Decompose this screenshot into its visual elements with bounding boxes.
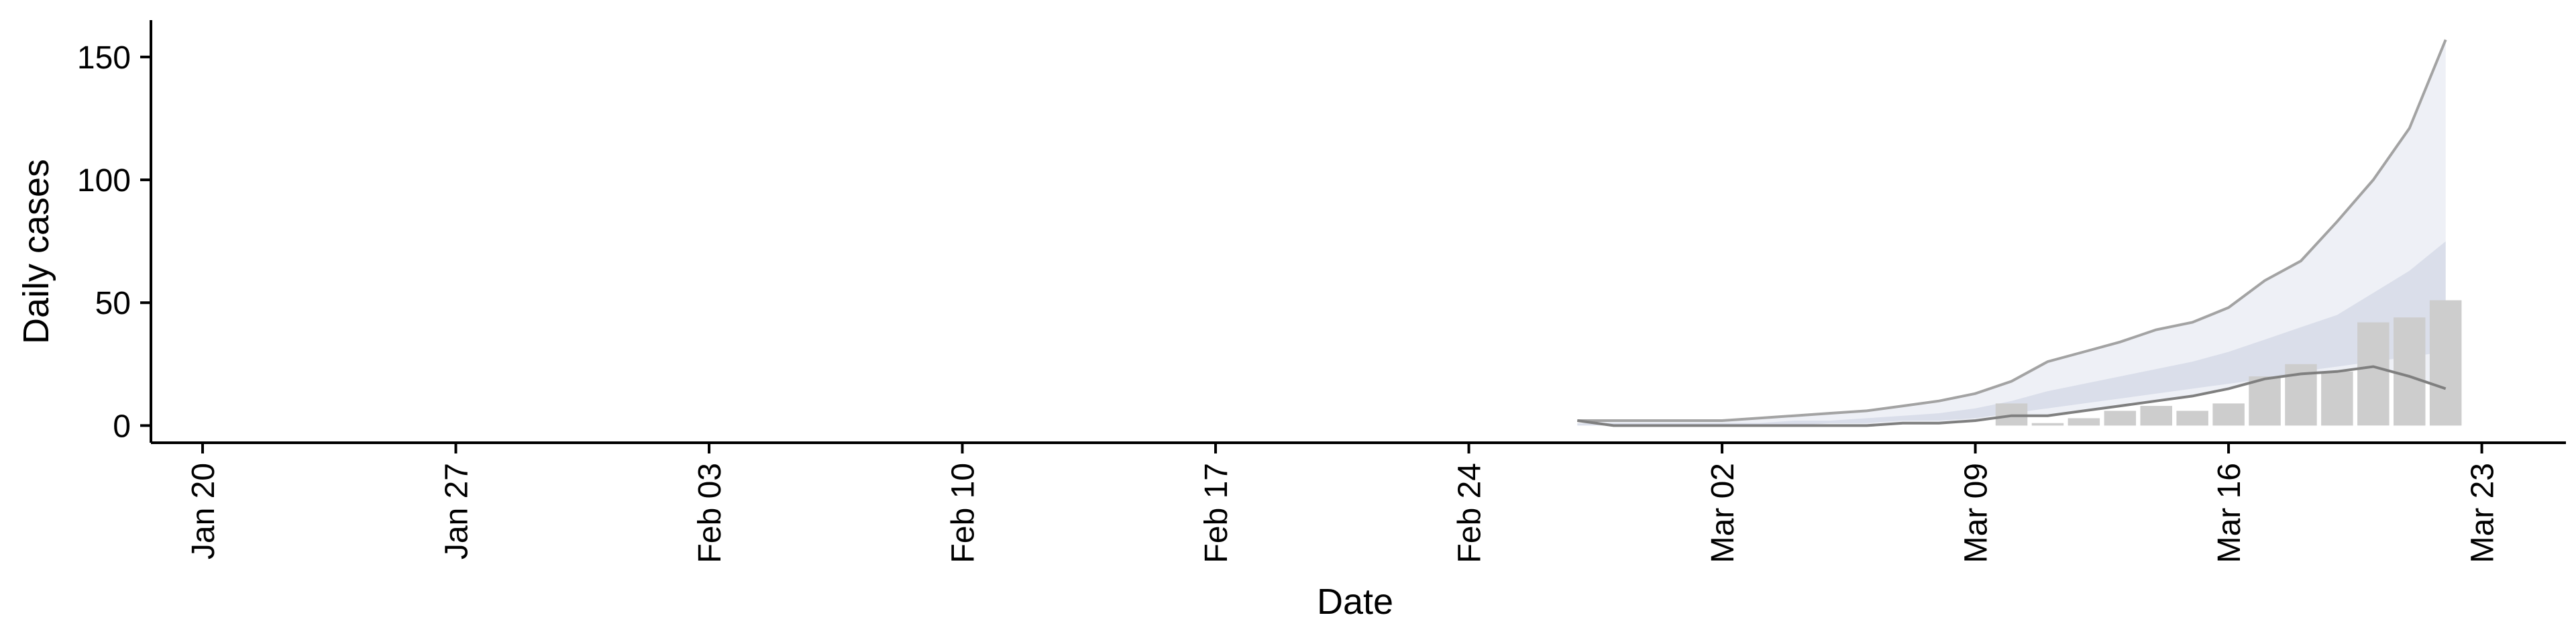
- estimate-lines: [1577, 39, 2447, 427]
- bar-mar-16: [2212, 403, 2245, 426]
- bar-mar-12: [2068, 418, 2100, 426]
- bar-mar-21: [2394, 317, 2426, 426]
- bar-mar-22: [2429, 300, 2462, 426]
- x-tick-label: Feb 03: [692, 463, 728, 563]
- bar-mar-19: [2321, 371, 2353, 426]
- x-tick-label: Mar 09: [1959, 463, 1994, 563]
- bar-mar-17: [2249, 376, 2281, 426]
- y-tick-label: 150: [77, 40, 131, 76]
- bar-mar-20: [2357, 322, 2390, 426]
- upper-estimate-line: [1577, 39, 2447, 422]
- bar-mar-15: [2176, 411, 2208, 426]
- x-tick-label: Feb 24: [1452, 463, 1488, 563]
- x-tick-label: Mar 23: [2465, 463, 2501, 563]
- x-tick-label: Mar 16: [2212, 463, 2247, 563]
- x-tick-label: Mar 02: [1705, 463, 1741, 563]
- estimate-bands: [1577, 40, 2446, 426]
- y-tick-label: 0: [113, 409, 131, 444]
- y-tick-label: 50: [95, 286, 131, 321]
- x-tick-label: Feb 17: [1199, 463, 1234, 563]
- lower-estimate-line: [1577, 365, 2447, 427]
- reported-case-bars: [1995, 300, 2462, 426]
- x-tick-label: Jan 27: [439, 463, 475, 559]
- x-axis-title: Date: [1317, 582, 1393, 622]
- x-tick-label: Jan 20: [186, 463, 221, 559]
- x-tick-label: Feb 10: [946, 463, 981, 563]
- bar-mar-11: [2031, 423, 2064, 426]
- y-axis-title: Daily cases: [16, 159, 56, 344]
- axes: [140, 20, 2566, 453]
- bar-mar-14: [2140, 406, 2172, 426]
- y-tick-label: 100: [77, 163, 131, 199]
- band-90: [1577, 40, 2446, 426]
- band-50: [1577, 241, 2446, 426]
- axis-labels: 0 50 100 150 Jan 20 Jan 27 Feb 03 Feb 10 Feb 17 F…: [16, 40, 2501, 622]
- bar-mar-13: [2104, 411, 2137, 426]
